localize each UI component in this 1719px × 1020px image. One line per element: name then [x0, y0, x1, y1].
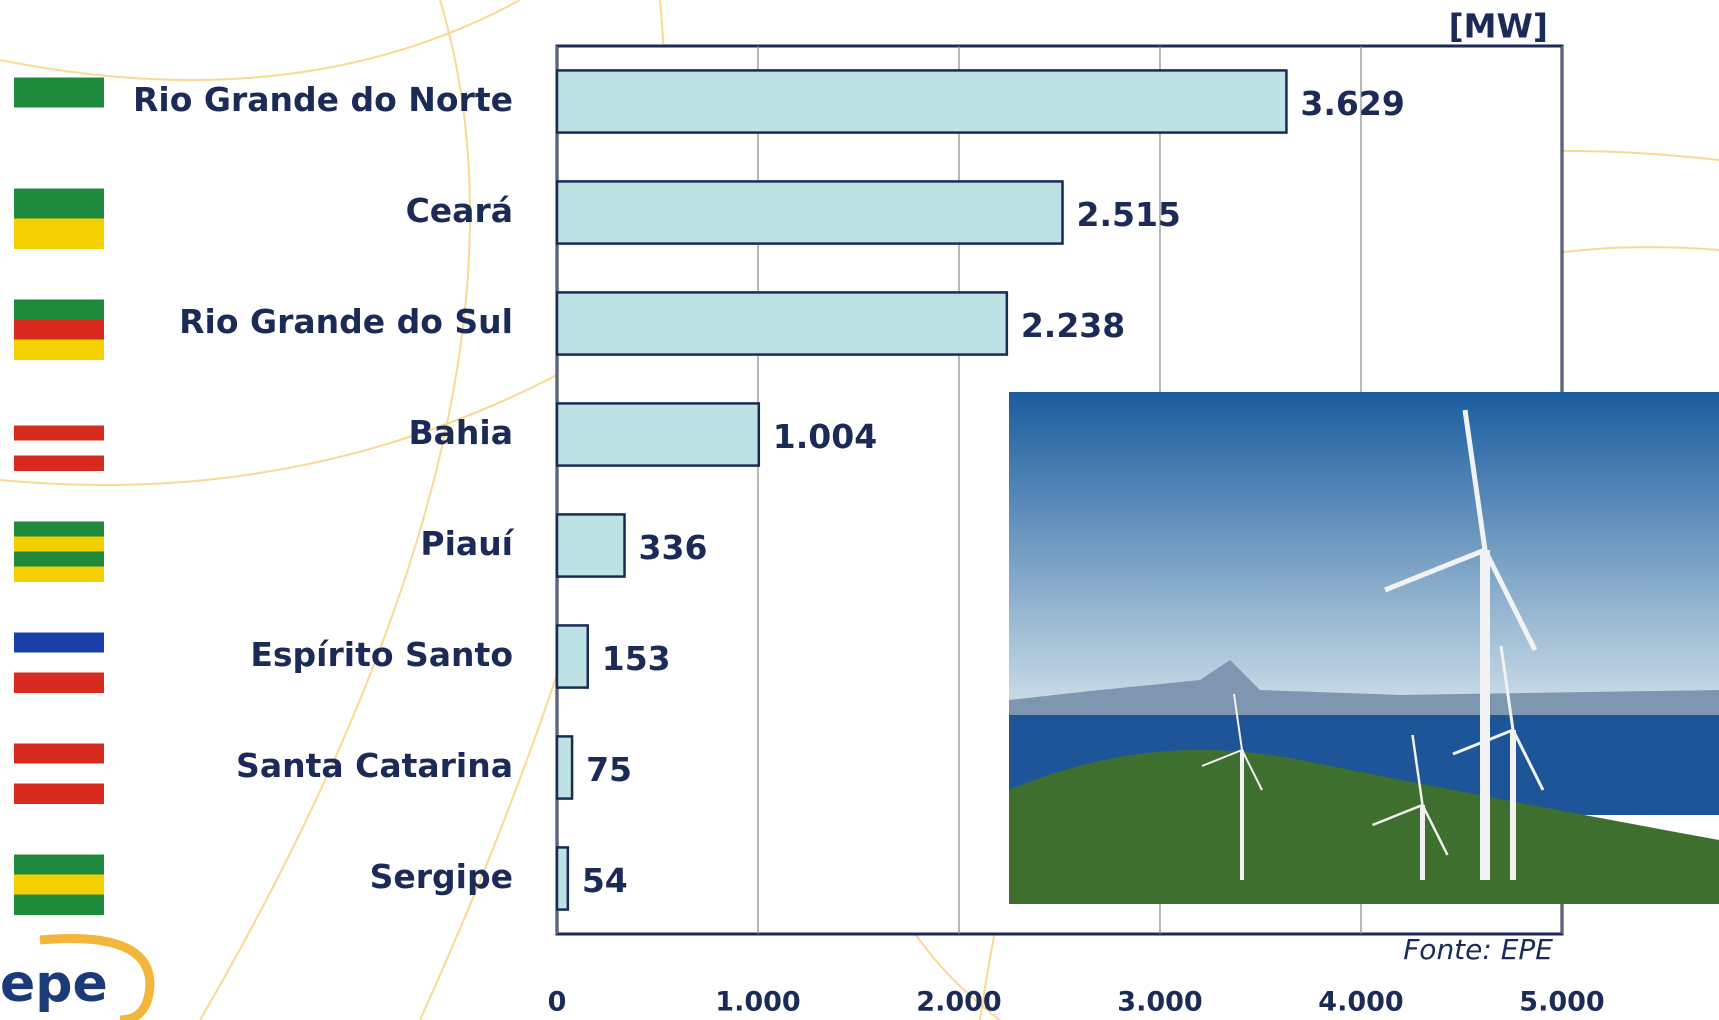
turbine-blade: [1372, 734, 1449, 856]
value-label: 3.629: [1300, 84, 1404, 123]
flag: [14, 521, 104, 582]
flag-stripe: [14, 874, 104, 895]
turbine-blade: [1384, 409, 1538, 652]
bar: [555, 69, 1288, 134]
source: Fonte: EPE: [1403, 933, 1553, 966]
category-label: Espírito Santo: [250, 635, 513, 674]
category-label: Bahia: [409, 413, 514, 452]
value-label: 153: [602, 639, 671, 678]
flag-stripe: [14, 672, 104, 693]
category-label: Santa Catarina: [236, 746, 513, 785]
value-label: 75: [586, 750, 632, 789]
x-tick-label: 5.000: [1519, 987, 1604, 1018]
flag: [14, 299, 104, 360]
bar: [555, 291, 1009, 356]
flag-stripe: [14, 410, 104, 426]
x-tick-label: 3.000: [1117, 987, 1202, 1018]
flag: [14, 188, 104, 249]
turbine-tower: [1420, 805, 1425, 880]
bar: [555, 180, 1064, 245]
flag-stripe: [14, 188, 104, 219]
value-label: 2.238: [1021, 306, 1125, 345]
flag-stripe: [14, 632, 104, 653]
x-tick-label: 0: [548, 987, 567, 1018]
value-label: 336: [639, 528, 708, 567]
logo: epe: [0, 933, 155, 1020]
flag-stripe: [14, 319, 104, 340]
flag-stripe: [14, 894, 104, 915]
category-label: Ceará: [406, 191, 513, 230]
flag-stripe: [14, 551, 104, 567]
bar: [555, 735, 574, 800]
value-label: 54: [582, 861, 628, 900]
x-tick-label: 1.000: [715, 987, 800, 1018]
flag-stripe: [14, 566, 104, 582]
flag-stripe: [14, 440, 104, 456]
value-label: 1.004: [773, 417, 877, 456]
flag-stripe: [14, 455, 104, 471]
category-label: Sergipe: [370, 857, 513, 896]
value-label: 2.515: [1077, 195, 1181, 234]
bar: [555, 402, 761, 467]
photo-mountain: [1009, 660, 1719, 720]
turbine-blade: [1201, 693, 1263, 791]
flag-stripe: [14, 783, 104, 804]
flag-stripe: [14, 763, 104, 784]
flag: [14, 854, 104, 915]
turbine-blade: [1452, 645, 1545, 791]
photo-sky: [1009, 392, 1719, 702]
flag-stripe: [14, 299, 104, 320]
category-label: Rio Grande do Norte: [133, 80, 513, 119]
flag-stripe: [14, 77, 104, 108]
unit-label: [MW]: [1449, 7, 1548, 46]
category-label: Piauí: [420, 524, 514, 563]
photo-hill: [1009, 750, 1719, 904]
category-label: Rio Grande do Sul: [179, 302, 513, 341]
flag-stripe: [14, 339, 104, 360]
logo-text: epe: [0, 954, 108, 1014]
flag-stripe: [14, 521, 104, 537]
bar: [555, 513, 626, 578]
bar: [555, 846, 570, 911]
flag-stripe: [14, 652, 104, 673]
flag-stripe: [14, 743, 104, 764]
flag: [14, 77, 104, 138]
flag-stripe: [14, 107, 104, 138]
x-tick-label: 2.000: [916, 987, 1001, 1018]
flag: [14, 743, 104, 804]
photo: [1009, 392, 1719, 904]
flag-stripe: [14, 536, 104, 552]
x-tick-label: 4.000: [1318, 987, 1403, 1018]
flag: [14, 632, 104, 693]
turbine-tower: [1510, 730, 1516, 880]
bar: [555, 624, 590, 689]
turbine-tower: [1480, 550, 1490, 880]
turbine-tower: [1240, 750, 1244, 880]
flag-stripe: [14, 218, 104, 249]
flag: [14, 410, 104, 471]
flag-stripe: [14, 854, 104, 875]
flag-stripe: [14, 425, 104, 441]
